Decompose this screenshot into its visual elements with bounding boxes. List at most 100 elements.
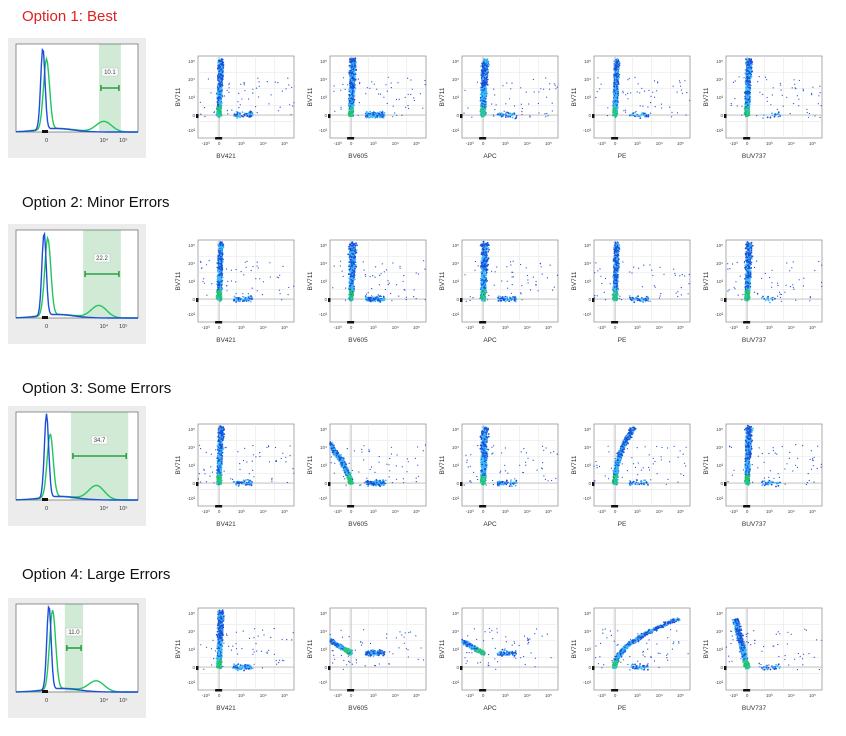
x-tick-label: 10⁵ — [809, 141, 816, 146]
scatter-point — [501, 114, 503, 116]
scatter-point — [482, 81, 484, 83]
scatter-point — [494, 109, 496, 111]
scatter-point — [369, 110, 371, 113]
scatter-point — [256, 112, 258, 114]
y-tick-label: 10³ — [584, 95, 591, 100]
scatter-point — [482, 94, 485, 96]
scatter-point — [237, 101, 239, 103]
scatter-point — [481, 86, 484, 89]
scatter-point — [228, 91, 230, 93]
x-tick-label: -10³ — [202, 141, 211, 146]
scatter-point — [481, 92, 483, 94]
scatter-point — [482, 82, 484, 84]
hist-x-tick-label: 10⁵ — [119, 137, 127, 144]
axis-marker — [196, 114, 199, 119]
scatter-point — [386, 102, 388, 105]
scatter-point — [227, 113, 229, 115]
scatter-point — [606, 115, 608, 117]
scatter-point — [741, 114, 743, 116]
scatter-point — [555, 88, 557, 90]
scatter-point — [351, 74, 354, 76]
scatter-point — [671, 116, 673, 118]
scatter-point — [292, 105, 294, 107]
option-1-plot-1: 10⁵ 10⁴ 10³ 0 -10³ -10³ 0 10³ 10⁴ 10⁵ BV421 BV711 — [172, 52, 300, 166]
scatter-point — [349, 83, 352, 86]
scatter-point — [476, 81, 478, 83]
scatter-point — [771, 94, 773, 96]
scatter-point — [480, 86, 483, 89]
scatter-point — [794, 87, 796, 89]
scatter-point — [483, 113, 486, 116]
y-tick-label: 10⁴ — [320, 77, 327, 82]
scatter-point — [616, 107, 619, 109]
scatter-point — [678, 80, 681, 82]
scatter-point — [528, 103, 530, 105]
scatter-point — [407, 93, 409, 95]
scatter-point — [615, 112, 618, 115]
scatter-point — [806, 111, 808, 114]
scatter-point — [627, 79, 629, 81]
scatter-point — [480, 74, 483, 76]
scatter-point — [366, 112, 368, 115]
scatter-point — [481, 89, 483, 91]
scatter-point — [814, 115, 816, 117]
x-tick-label: 10⁴ — [788, 141, 795, 146]
scatter-point — [643, 90, 646, 92]
scatter-point — [218, 106, 221, 109]
scatter-point — [745, 103, 747, 105]
scatter-point — [684, 80, 686, 82]
scatter-point — [806, 108, 808, 110]
scatter-point — [349, 86, 352, 89]
scatter-point — [243, 81, 245, 84]
scatter-point — [422, 107, 424, 109]
scatter-point — [615, 90, 617, 92]
scatter-point — [777, 111, 780, 114]
scatter-point — [218, 83, 221, 86]
scatter-point — [352, 95, 354, 97]
y-tick-label: 0 — [192, 113, 195, 118]
scatter-point — [642, 105, 644, 107]
scatter-point — [482, 109, 485, 112]
axis-marker — [328, 114, 331, 119]
scatter-point — [200, 113, 202, 115]
scatter-point — [365, 116, 368, 119]
scatter-point — [745, 89, 748, 92]
scatter-point — [386, 90, 388, 92]
y-axis-label: BV711 — [703, 87, 710, 106]
scatter-point — [481, 111, 483, 113]
scatter-point — [635, 113, 638, 116]
scatter-point — [614, 107, 617, 109]
scatter-point — [353, 86, 355, 88]
scatter-point — [746, 104, 749, 107]
scatter-point — [279, 106, 281, 108]
scatter-point — [382, 117, 385, 119]
scatter-point — [367, 116, 370, 119]
scatter-point — [349, 96, 352, 99]
scatter-point — [219, 63, 222, 66]
scatter-point — [627, 98, 629, 100]
scatter-point — [481, 107, 484, 109]
scatter-point — [500, 116, 502, 118]
scatter-point — [387, 76, 389, 78]
scatter-point — [649, 112, 652, 114]
scatter-point — [218, 78, 221, 80]
scatter-point — [613, 101, 615, 103]
scatter-point — [634, 76, 636, 78]
scatter-point — [746, 73, 749, 76]
scatter-point — [413, 97, 415, 99]
scatter-point — [747, 78, 750, 81]
scatter-point — [349, 100, 352, 103]
scatter-point — [405, 106, 407, 108]
option-1-plot-4: 10⁵ 10⁴ 10³ 0 -10³ -10³ 0 10³ 10⁴ 10⁵ PE BV711 — [568, 52, 696, 166]
scatter-point — [354, 77, 357, 80]
scatter-point — [463, 112, 465, 114]
y-tick-label: -10³ — [715, 128, 724, 133]
scatter-point — [772, 87, 774, 89]
x-tick-label: 10⁵ — [545, 141, 552, 146]
scatter-point — [633, 115, 636, 118]
scatter-point — [351, 59, 354, 61]
scatter-point — [220, 93, 223, 96]
scatter-points — [199, 241, 295, 303]
axis-marker — [743, 137, 751, 140]
scatter-point — [744, 101, 747, 104]
